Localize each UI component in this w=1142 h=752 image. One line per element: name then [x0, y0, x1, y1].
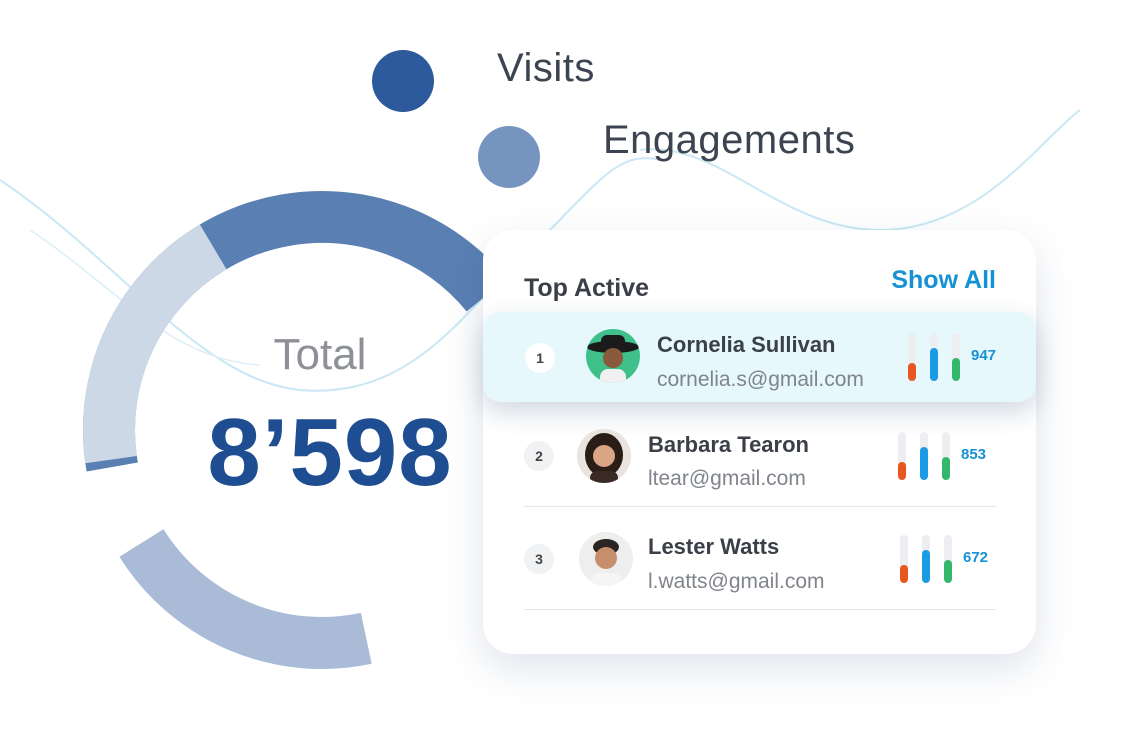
card-title: Top Active [524, 274, 650, 302]
user-email: l.watts@gmail.com [648, 570, 825, 593]
activity-bar-fill [900, 565, 908, 583]
rank-badge: 3 [524, 544, 554, 574]
activity-bars [900, 535, 952, 583]
show-all-link[interactable]: Show All [891, 266, 996, 294]
rank-badge: 2 [524, 441, 554, 471]
total-label: Total [273, 330, 367, 379]
activity-bar-fill [930, 348, 938, 381]
list-item[interactable]: 2 Barbara Tearon ltear@gmail.com 853 [524, 406, 996, 507]
activity-bar-fill [952, 358, 960, 381]
donut-segment-light [83, 191, 561, 669]
activity-bar-fill [908, 363, 916, 381]
activity-bars [908, 333, 960, 381]
list-item[interactable]: 1 Cornelia Sullivan cornelia.s@gmail.com… [483, 312, 1036, 402]
user-email: cornelia.s@gmail.com [657, 368, 864, 391]
total-value: 8’598 [207, 399, 453, 506]
activity-score: 672 [963, 549, 989, 566]
visits-legend-dot [372, 50, 434, 112]
activity-bar-fill [942, 457, 950, 480]
activity-bars [898, 432, 950, 480]
activity-bar-fill [920, 447, 928, 480]
donut-segment-visits [83, 190, 561, 669]
activity-bar-fill [898, 462, 906, 480]
avatar [577, 429, 631, 483]
user-name: Lester Watts [648, 534, 780, 559]
visits-legend-label: Visits [497, 46, 595, 90]
engagements-legend-label: Engagements [603, 118, 856, 162]
rank-badge: 1 [525, 343, 555, 373]
user-name: Barbara Tearon [648, 432, 809, 457]
avatar [586, 329, 640, 383]
list-item[interactable]: 3 Lester Watts l.watts@gmail.com 672 [524, 509, 996, 610]
user-email: ltear@gmail.com [648, 467, 806, 490]
activity-score: 947 [971, 347, 997, 364]
activity-bar-fill [922, 550, 930, 583]
avatar [579, 532, 633, 586]
donut-segment-engagements [83, 191, 561, 669]
activity-bar-fill [944, 560, 952, 583]
engagements-legend-dot [478, 126, 540, 188]
activity-score: 853 [961, 446, 987, 463]
top-active-card: Top Active Show All 1 Cornelia Sullivan … [483, 230, 1036, 654]
user-name: Cornelia Sullivan [657, 332, 836, 357]
